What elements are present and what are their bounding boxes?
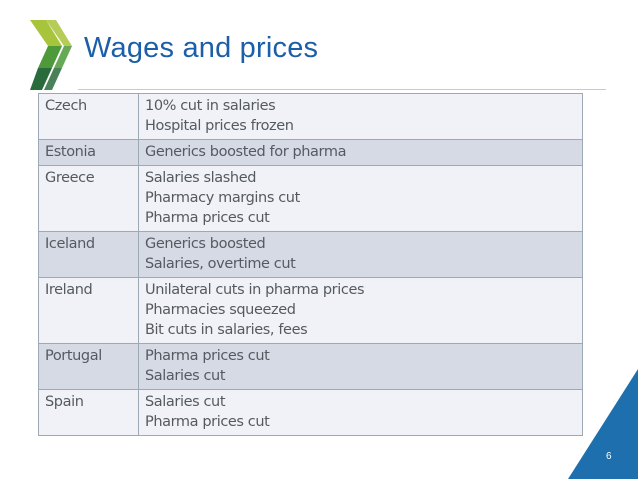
measure-line: Hospital prices frozen xyxy=(145,118,294,134)
logo-chevron-mid xyxy=(38,46,62,68)
country-cell: Czech xyxy=(38,93,139,140)
measures-cell: Generics boosted for pharma xyxy=(138,139,583,166)
title-divider xyxy=(78,89,606,90)
logo-chevron-dark xyxy=(30,68,52,90)
measure-line: Pharma prices cut xyxy=(145,348,270,364)
measures-cell: Unilateral cuts in pharma prices Pharmaci… xyxy=(138,277,583,344)
country-cell: Ireland xyxy=(38,277,139,344)
table-row: Ireland Unilateral cuts in pharma prices P… xyxy=(38,277,583,344)
measure-line: Salaries, overtime cut xyxy=(145,256,296,272)
measures-cell: Salaries slashed Pharmacy margins cut Phar… xyxy=(138,165,583,232)
policy-table-body: Czech 10% cut in salaries Hospital prices … xyxy=(38,93,583,436)
table-row: Iceland Generics boosted Salaries, overtim… xyxy=(38,231,583,278)
table-row: Spain Salaries cut Pharma prices cut xyxy=(38,389,583,436)
measure-line: Pharma prices cut xyxy=(145,210,270,226)
page-number: 6 xyxy=(606,451,612,462)
country-cell: Portugal xyxy=(38,343,139,390)
table-row: Portugal Pharma prices cut Salaries cut xyxy=(38,343,583,390)
measure-line: Pharmacy margins cut xyxy=(145,190,300,206)
table-row: Greece Salaries slashed Pharmacy margins c… xyxy=(38,165,583,232)
measure-line: Bit cuts in salaries, fees xyxy=(145,322,308,338)
country-cell: Spain xyxy=(38,389,139,436)
logo-chevron-light xyxy=(30,20,62,46)
measure-line: Generics boosted xyxy=(145,236,266,252)
measures-cell: Pharma prices cut Salaries cut xyxy=(138,343,583,390)
measure-line: Pharma prices cut xyxy=(145,414,270,430)
logo-chevron-light-2 xyxy=(46,20,72,46)
corner-decoration xyxy=(568,369,638,479)
measure-line: Salaries cut xyxy=(145,368,226,384)
measure-line: Salaries slashed xyxy=(145,170,257,186)
policy-table: Czech 10% cut in salaries Hospital prices … xyxy=(38,93,583,436)
table-row: Czech 10% cut in salaries Hospital prices … xyxy=(38,93,583,140)
measures-cell: Salaries cut Pharma prices cut xyxy=(138,389,583,436)
measure-line: Generics boosted for pharma xyxy=(145,144,347,160)
logo-chevron-dark-2 xyxy=(44,68,62,90)
logo-chevron-mid-2 xyxy=(54,46,72,68)
measures-cell: 10% cut in salaries Hospital prices froze… xyxy=(138,93,583,140)
measure-line: Unilateral cuts in pharma prices xyxy=(145,282,365,298)
table-row: Estonia Generics boosted for pharma xyxy=(38,139,583,166)
measure-line: Salaries cut xyxy=(145,394,226,410)
country-cell: Iceland xyxy=(38,231,139,278)
country-cell: Estonia xyxy=(38,139,139,166)
measure-line: Pharmacies squeezed xyxy=(145,302,296,318)
slide-title: Wages and prices xyxy=(84,32,319,64)
country-cell: Greece xyxy=(38,165,139,232)
measures-cell: Generics boosted Salaries, overtime cut xyxy=(138,231,583,278)
measure-line: 10% cut in salaries xyxy=(145,98,276,114)
oecd-logo-icon xyxy=(30,20,72,90)
